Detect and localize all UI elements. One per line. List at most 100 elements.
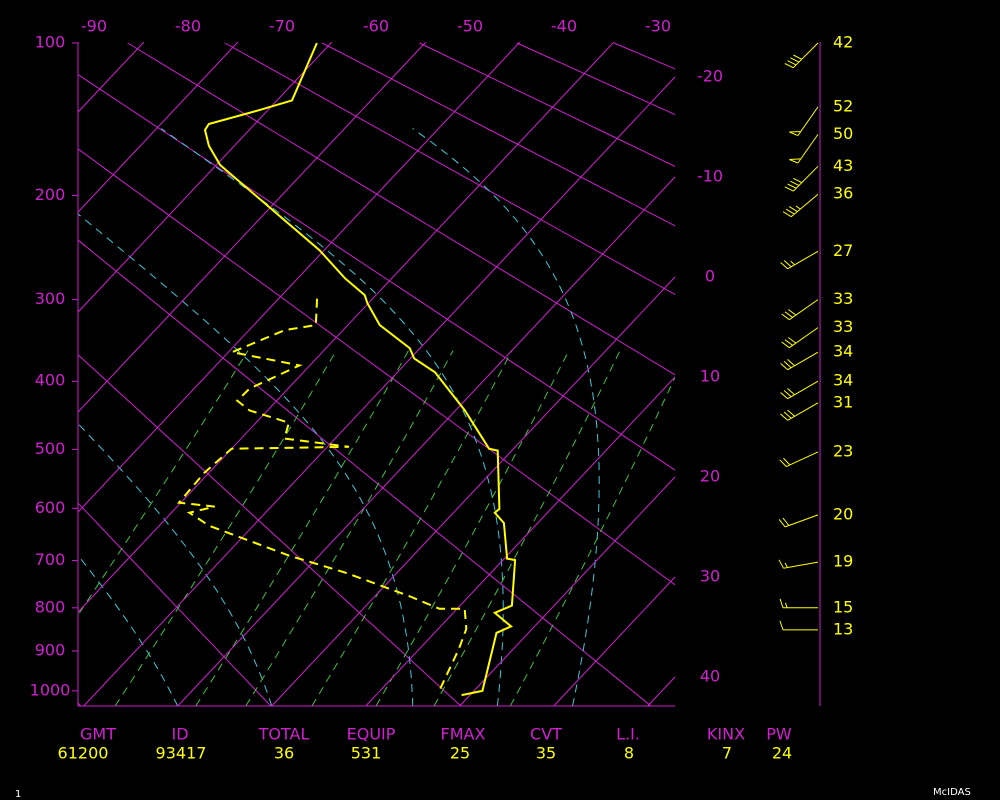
- isotherm: [78, 42, 521, 513]
- y-tick-label: 200: [35, 185, 66, 204]
- isotherm: [459, 476, 675, 706]
- isotherm: [553, 576, 675, 706]
- stat-value: 7: [722, 744, 732, 763]
- stat-value: 35: [536, 744, 556, 763]
- stat-label: FMAX: [441, 725, 486, 744]
- y-tick-label: 600: [35, 498, 66, 517]
- x-tick-label: -80: [175, 17, 201, 36]
- stat-value: 25: [450, 744, 470, 763]
- source: McIDAS: [933, 787, 971, 798]
- y-tick-label: 100: [35, 33, 66, 52]
- isotherm-label: 20: [700, 467, 720, 486]
- guides: [78, 42, 675, 706]
- stat-label: EQUIP: [347, 725, 396, 744]
- isotherms: [78, 42, 675, 706]
- wind-barb: [781, 327, 819, 349]
- wind-barb: [780, 380, 819, 400]
- dewpoint-line: [176, 298, 468, 692]
- dry-adiabat: [78, 354, 462, 706]
- y-tick-label: 500: [35, 439, 66, 458]
- stat-value: 36: [274, 744, 294, 763]
- wind-speed-label: 52: [833, 96, 853, 115]
- wind-speed-label: 33: [833, 317, 853, 336]
- mixing-ratio-line: [245, 350, 454, 706]
- dry-adiabat: [78, 148, 675, 586]
- dry-adiabat: [78, 502, 272, 706]
- stat-value: 24: [772, 744, 792, 763]
- dry-adiabat: [224, 42, 675, 296]
- wind-speed-label: 13: [833, 619, 853, 638]
- mixing-ratio-line: [509, 376, 675, 706]
- x-tick-label: -30: [645, 17, 671, 36]
- wind-barb: [779, 620, 818, 631]
- wind-speed-label: 20: [833, 504, 853, 523]
- wind-barb: [784, 42, 819, 69]
- stat-label: KINX: [707, 725, 745, 744]
- isotherm-label: 40: [700, 667, 720, 686]
- x-tick-label: -40: [551, 17, 577, 36]
- mixing-ratio-line: [114, 350, 337, 706]
- stat-value: 61200: [58, 744, 109, 763]
- isotherm: [78, 42, 239, 213]
- wind-speed-label: 34: [833, 342, 853, 361]
- wind-speed-label: 33: [833, 289, 853, 308]
- isotherm: [365, 376, 675, 706]
- wind-barb: [789, 134, 819, 164]
- moist-adiabat: [160, 128, 504, 706]
- wind-speed-label: 31: [833, 392, 853, 411]
- temperature-line: [203, 42, 517, 697]
- x-tick-label: -60: [363, 17, 389, 36]
- moist-adiabat: [412, 128, 600, 706]
- mixing-ratio-line: [78, 350, 249, 616]
- wind-speed-label: 23: [833, 441, 853, 460]
- y-tick-label: 900: [35, 640, 66, 659]
- y-tick-label: 400: [35, 371, 66, 390]
- y-tick-label: 1000: [30, 680, 71, 699]
- isotherm-label: -20: [697, 67, 723, 86]
- mixing-ratio-line: [433, 350, 621, 706]
- stat-label: L.I.: [616, 725, 640, 744]
- frame-number: 1: [15, 789, 21, 800]
- wind-barb: [778, 559, 819, 569]
- stat-label: PW: [766, 725, 792, 744]
- wind-barb: [789, 106, 819, 137]
- x-tick-label: -90: [81, 17, 107, 36]
- isotherm-label: -10: [697, 167, 723, 186]
- mixing-ratio-line: [311, 350, 513, 706]
- isotherm: [83, 76, 675, 706]
- wind-speed-label: 36: [833, 184, 853, 203]
- stat-label: ID: [171, 725, 188, 744]
- wind-speed-label: 50: [833, 124, 853, 143]
- x-tick-label: -70: [269, 17, 295, 36]
- y-tick-label: 300: [35, 289, 66, 308]
- wind-speed-label: 34: [833, 371, 853, 390]
- stat-label: TOTAL: [258, 725, 310, 744]
- mixing-ratio-line: [195, 350, 409, 706]
- wind-barb: [780, 402, 819, 421]
- moist-adiabat: [78, 422, 273, 706]
- isotherm: [271, 276, 675, 706]
- isotherm-label: 10: [700, 367, 720, 386]
- wind-barb: [779, 598, 818, 609]
- wind-speed-label: 27: [833, 241, 853, 260]
- wind-barb: [780, 351, 819, 371]
- stat-label: GMT: [80, 725, 116, 744]
- stat-value: 93417: [156, 744, 207, 763]
- stat-value: 531: [351, 744, 382, 763]
- stat-value: 8: [624, 744, 634, 763]
- wind-barb: [782, 193, 819, 218]
- moist-adiabat: [78, 213, 414, 706]
- wind-speed-label: 43: [833, 156, 853, 175]
- wind-barb: [778, 514, 819, 528]
- stat-label: CVT: [530, 725, 562, 744]
- wind-barb: [780, 250, 819, 270]
- wind-barb: [781, 299, 819, 321]
- wind-speed-label: 42: [833, 33, 853, 52]
- isotherm: [78, 42, 333, 313]
- wind-speed-label: 19: [833, 552, 853, 571]
- y-tick-label: 800: [35, 597, 66, 616]
- isotherm: [177, 176, 675, 706]
